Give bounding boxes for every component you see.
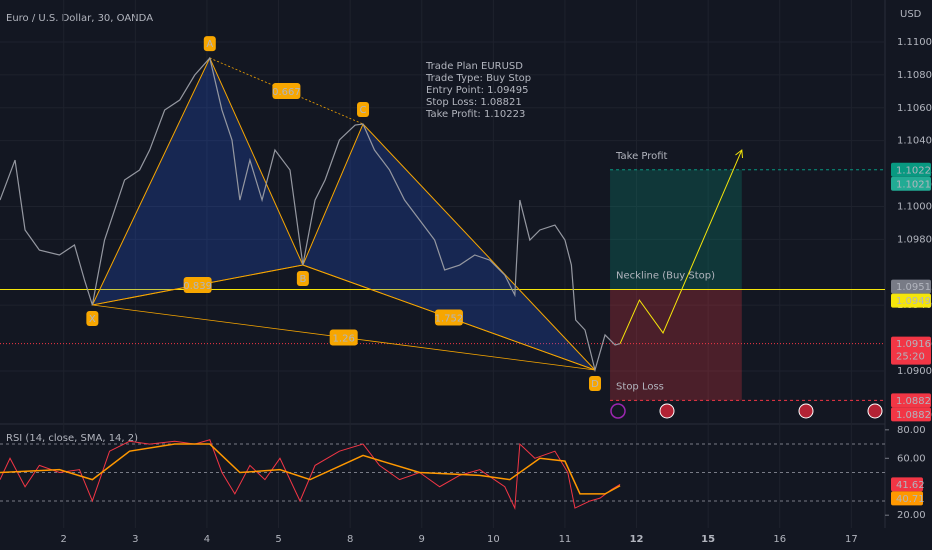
point-label: B (299, 274, 306, 285)
currency: USD (900, 9, 922, 20)
point-badge (203, 36, 216, 52)
x-tick-label: 11 (559, 534, 572, 545)
point-badge (589, 375, 602, 391)
trade-plan-line: Trade Plan EURUSD (425, 61, 523, 72)
x-tick-label: 2 (61, 534, 67, 545)
ratio-badge (329, 329, 358, 346)
rsi-badge (891, 477, 923, 492)
x-tick-label: 9 (419, 534, 425, 545)
take-profit-zone (610, 169, 742, 290)
price-line (0, 56, 621, 373)
trade-plan-line: Trade Type: Buy Stop (425, 73, 531, 84)
event-icons (610, 403, 883, 419)
ratio-badge (183, 277, 212, 294)
x-tick-label: 10 (487, 534, 500, 545)
x-tick-label: 16 (773, 534, 786, 545)
take-profit-label: Take Profit (615, 151, 668, 162)
point-label: C (360, 105, 367, 116)
ratio-label: 1.26 (333, 333, 355, 344)
rsi-badge (891, 491, 923, 506)
trade-plan-line: Stop Loss: 1.08821 (426, 97, 522, 108)
rsi-tick-label: 60.00 (897, 453, 926, 464)
ratio-label: 0.839 (183, 281, 212, 292)
trade-plan-line: Take Profit: 1.10223 (425, 109, 525, 120)
y-tick-label: 1.09800 (897, 234, 932, 245)
price-badge (891, 407, 931, 422)
point-label: A (206, 39, 213, 50)
y-tick-label: 1.11000 (897, 37, 932, 48)
price-badge-label: 1.10223 (896, 165, 932, 176)
price-badge-label: 1.08820 (896, 410, 932, 421)
rsi-title: RSI (14, close, SMA, 14, 2) (6, 433, 138, 444)
price-badge (891, 336, 931, 365)
price-badge (891, 162, 931, 177)
y-tick-label: 1.09000 (897, 366, 932, 377)
countdown: 25:20 (896, 352, 925, 363)
x-tick-label: 17 (845, 534, 858, 545)
price-badge (891, 279, 931, 294)
x-tick-label: 3 (132, 534, 138, 545)
x-tick-label: 4 (204, 534, 210, 545)
rsi-tick-label: 80.00 (897, 425, 926, 436)
point-label: D (591, 379, 599, 390)
y-tick-label: 1.10400 (897, 136, 932, 147)
us-flag-icon (659, 403, 675, 419)
point-badge (357, 102, 370, 118)
price-badge-label: 1.09513 (896, 282, 932, 293)
y-tick-label: 1.10800 (897, 70, 932, 81)
y-tick-label: 1.10600 (897, 103, 932, 114)
ratio-badge (434, 309, 463, 326)
point-badge (86, 311, 99, 327)
rsi-sma-line (0, 443, 621, 495)
x-tick-label: 8 (347, 534, 353, 545)
stop-loss-zone (610, 289, 742, 401)
point-badge (296, 271, 309, 287)
us-flag-icon (867, 403, 883, 419)
price-badge-label: 1.10216 (896, 179, 932, 190)
x-tick-label: 15 (701, 534, 715, 545)
rsi-tick-label: 20.00 (897, 510, 926, 521)
price-badge-label: 1.09495 (896, 296, 932, 307)
price-badge-label: 1.08821 (896, 396, 932, 407)
x-tick-label: 12 (630, 534, 644, 545)
price-badge (891, 393, 931, 408)
us-flag-icon (798, 403, 814, 419)
price-badge (891, 293, 931, 308)
stop-loss-label: Stop Loss (616, 381, 664, 392)
x-tick-label: 5 (275, 534, 281, 545)
price-badge-label: 1.09166 (896, 339, 932, 350)
projection-arrowhead (735, 149, 744, 159)
point-label: X (89, 314, 96, 325)
y-tick-label: 1.10000 (897, 201, 932, 212)
chart-title: Euro / U.S. Dollar, 30, OANDA (6, 13, 153, 24)
rsi-badge-label: 41.62 (896, 480, 925, 491)
ratio-badge (272, 83, 301, 100)
price-badge (891, 176, 931, 191)
trade-plan-line: Entry Point: 1.09495 (426, 85, 529, 96)
ratio-label: 0.667 (272, 87, 301, 98)
rsi-badge-label: 40.71 (896, 494, 925, 505)
entry-label: Neckline (Buy Stop) (616, 271, 715, 282)
ratio-label: 1.752 (435, 314, 464, 325)
projection-path (619, 149, 743, 344)
rsi-line (0, 439, 621, 511)
lightning-icon (610, 403, 626, 419)
